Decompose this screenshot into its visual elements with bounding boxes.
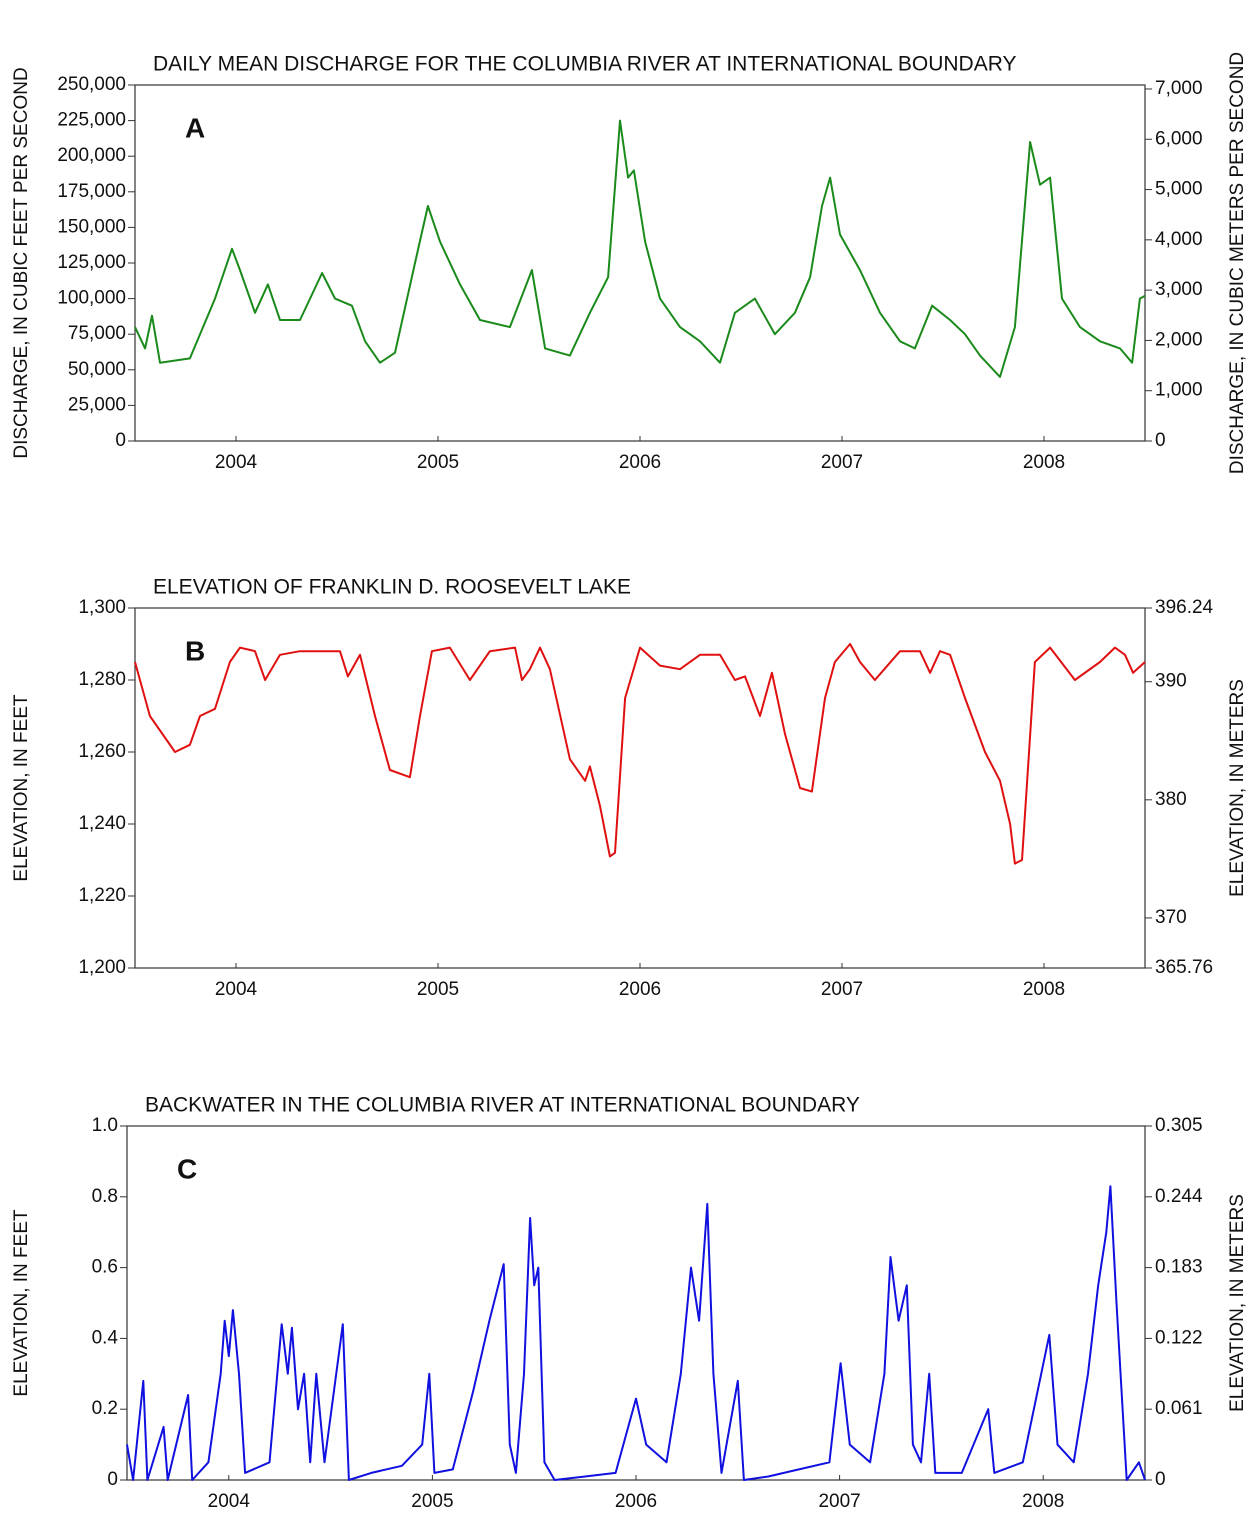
y-tick-label: 25,000 xyxy=(68,394,126,415)
y2-tick-label: 0 xyxy=(1155,1469,1166,1490)
y2-tick-label: 4,000 xyxy=(1155,229,1203,250)
panel-letter: B xyxy=(185,635,205,666)
data-line xyxy=(134,643,1146,865)
panel: ELEVATION OF FRANKLIN D. ROOSEVELT LAKE B… xyxy=(11,576,1248,1000)
y-tick-label: 0 xyxy=(115,430,126,451)
y2-tick-label: 396.24 xyxy=(1155,597,1214,618)
y-tick-label: 1,220 xyxy=(78,885,126,906)
plot-frame xyxy=(134,84,1146,442)
y2-tick-label: 365.76 xyxy=(1155,957,1213,978)
data-line xyxy=(126,1185,1146,1481)
panel: BACKWATER IN THE COLUMBIA RIVER AT INTER… xyxy=(11,1094,1248,1512)
y-tick-label: 125,000 xyxy=(57,252,126,273)
y-tick-label: 150,000 xyxy=(57,216,126,237)
x-tick-label: 2005 xyxy=(411,1491,453,1512)
y-tick-label: 225,000 xyxy=(57,110,126,131)
y2-tick-label: 7,000 xyxy=(1155,78,1203,99)
y2-tick-label: 0.122 xyxy=(1155,1327,1203,1348)
plot-frame xyxy=(134,607,1146,969)
y2-axis-label: ELEVATION, IN METERS xyxy=(1227,1194,1248,1412)
y2-tick-label: 3,000 xyxy=(1155,279,1203,300)
y-tick-label: 0.2 xyxy=(92,1398,118,1419)
chart-title: DAILY MEAN DISCHARGE FOR THE COLUMBIA RI… xyxy=(153,53,1017,76)
panel: DAILY MEAN DISCHARGE FOR THE COLUMBIA RI… xyxy=(11,52,1248,474)
y-tick-label: 1,280 xyxy=(78,669,126,690)
chart-title: ELEVATION OF FRANKLIN D. ROOSEVELT LAKE xyxy=(153,576,631,599)
data-line xyxy=(134,119,1146,378)
y-axis-label: ELEVATION, IN FEET xyxy=(11,1209,32,1397)
x-tick-label: 2007 xyxy=(821,979,863,1000)
x-tick-label: 2004 xyxy=(215,979,258,1000)
y2-tick-label: 5,000 xyxy=(1155,179,1203,200)
y2-tick-label: 0.305 xyxy=(1155,1115,1203,1136)
y2-tick-label: 1,000 xyxy=(1155,380,1203,401)
y-tick-label: 100,000 xyxy=(57,288,126,309)
x-tick-label: 2004 xyxy=(215,452,258,473)
y-tick-label: 0 xyxy=(107,1469,118,1490)
y2-tick-label: 390 xyxy=(1155,671,1187,692)
y2-tick-label: 2,000 xyxy=(1155,329,1203,350)
x-tick-label: 2007 xyxy=(821,452,863,473)
x-tick-label: 2006 xyxy=(619,452,661,473)
y-tick-label: 250,000 xyxy=(57,74,126,95)
y-tick-label: 1.0 xyxy=(92,1115,118,1136)
y-tick-label: 1,260 xyxy=(78,741,126,762)
y-axis-label: ELEVATION, IN FEET xyxy=(11,694,32,882)
y2-axis-label: DISCHARGE, IN CUBIC METERS PER SECOND xyxy=(1227,52,1248,474)
y2-tick-label: 0.183 xyxy=(1155,1257,1203,1278)
y2-tick-label: 370 xyxy=(1155,907,1187,928)
y2-tick-label: 380 xyxy=(1155,789,1187,810)
chart-title: BACKWATER IN THE COLUMBIA RIVER AT INTER… xyxy=(145,1094,860,1117)
y-tick-label: 1,200 xyxy=(78,957,126,978)
y2-tick-label: 0.061 xyxy=(1155,1398,1203,1419)
y2-tick-label: 0 xyxy=(1155,430,1166,451)
x-tick-label: 2008 xyxy=(1022,1491,1064,1512)
panel-letter: C xyxy=(177,1153,197,1184)
y-tick-label: 0.4 xyxy=(92,1327,119,1348)
x-tick-label: 2008 xyxy=(1023,452,1065,473)
y-tick-label: 200,000 xyxy=(57,145,126,166)
y-tick-label: 75,000 xyxy=(68,323,126,344)
y-axis-label: DISCHARGE, IN CUBIC FEET PER SECOND xyxy=(11,67,32,458)
y-tick-label: 50,000 xyxy=(68,359,126,380)
x-tick-label: 2004 xyxy=(208,1491,251,1512)
y2-axis-label: ELEVATION, IN METERS xyxy=(1227,679,1248,897)
y-tick-label: 175,000 xyxy=(57,181,126,202)
x-tick-label: 2005 xyxy=(417,452,459,473)
panel-letter: A xyxy=(185,112,205,143)
y2-tick-label: 6,000 xyxy=(1155,128,1203,149)
x-tick-label: 2005 xyxy=(417,979,459,1000)
y-tick-label: 0.6 xyxy=(92,1257,118,1278)
plot-frame xyxy=(126,1125,1146,1481)
y-tick-label: 1,240 xyxy=(78,813,126,834)
x-tick-label: 2006 xyxy=(615,1491,657,1512)
y-tick-label: 1,300 xyxy=(78,597,126,618)
x-tick-label: 2006 xyxy=(619,979,661,1000)
x-tick-label: 2008 xyxy=(1023,979,1065,1000)
y-tick-label: 0.8 xyxy=(92,1186,118,1207)
x-tick-label: 2007 xyxy=(818,1491,860,1512)
y2-tick-label: 0.244 xyxy=(1155,1186,1203,1207)
